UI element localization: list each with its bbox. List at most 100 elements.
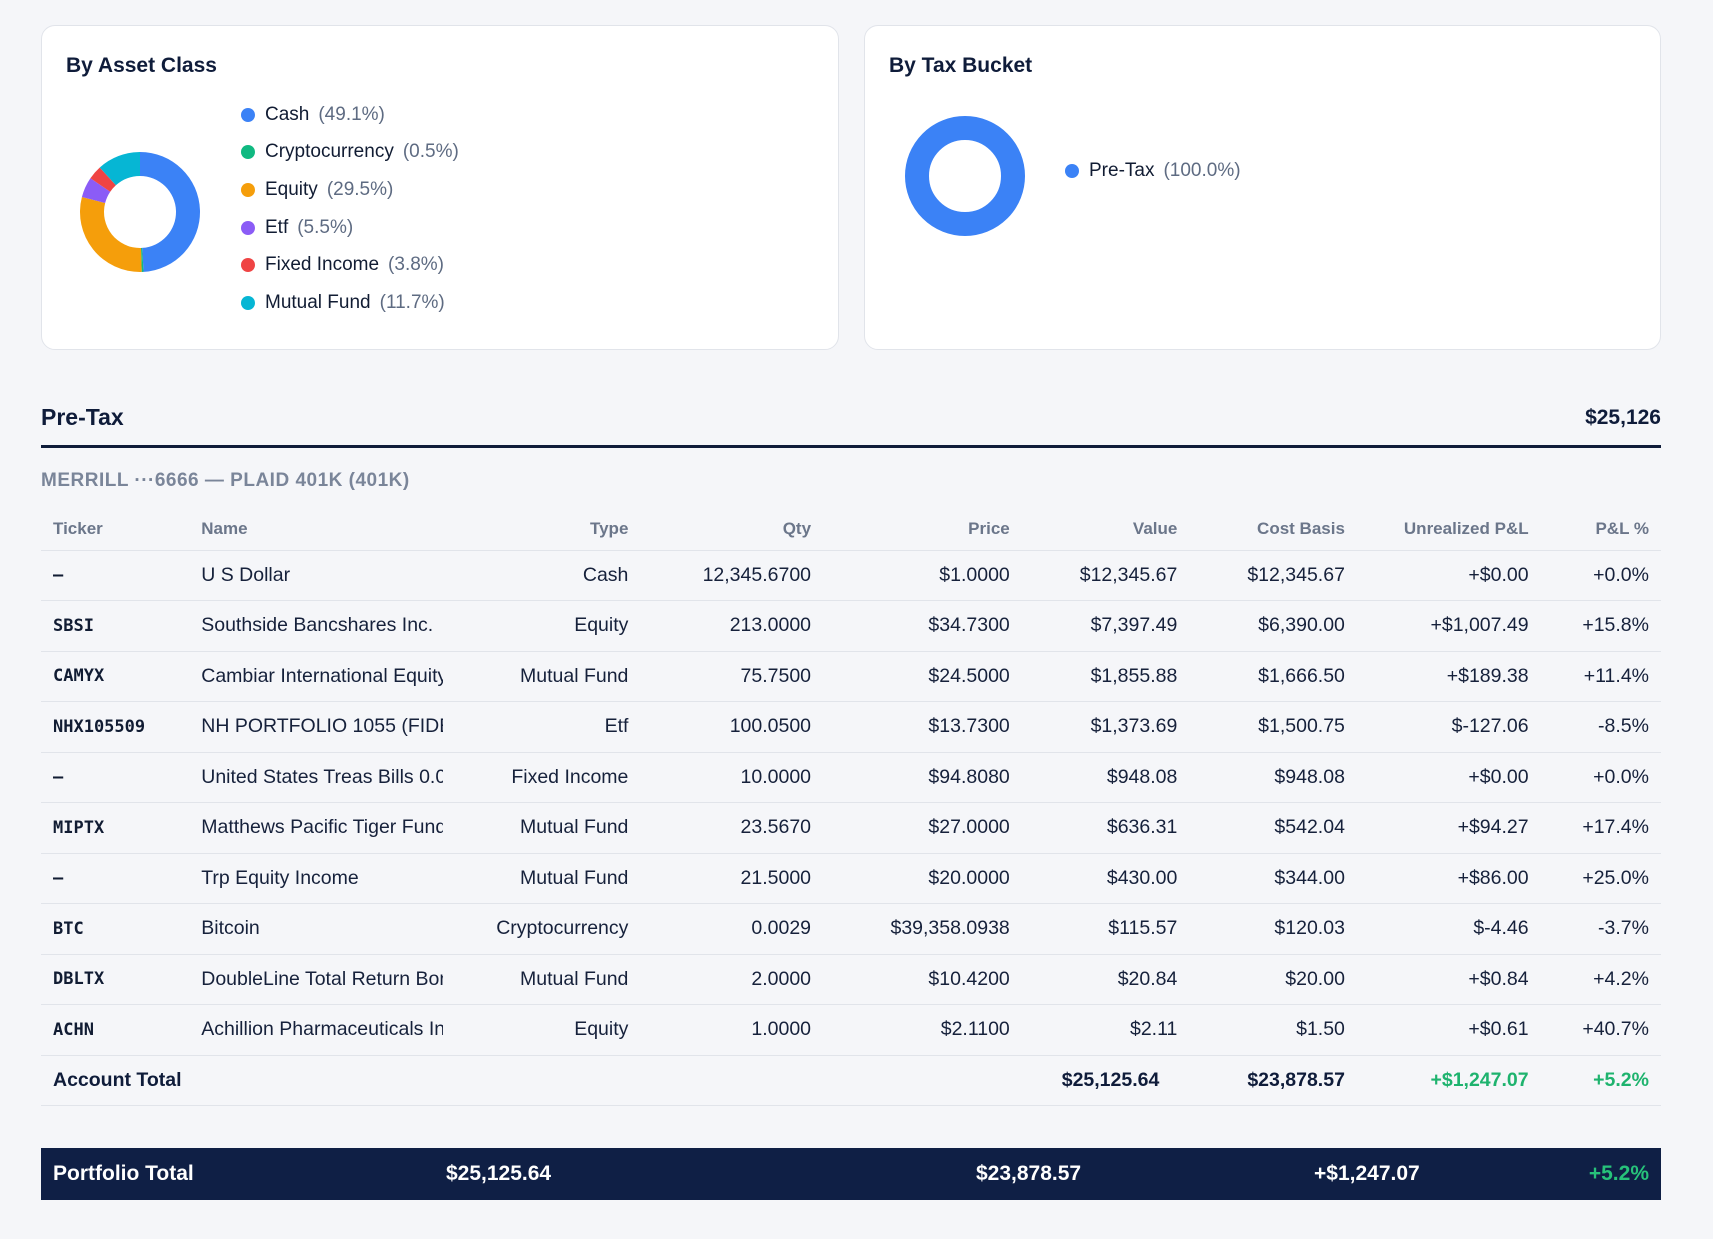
cell-unrealized-pnl: +$1,007.49 bbox=[1356, 600, 1541, 652]
asset-class-donut-chart bbox=[80, 152, 201, 272]
column-header-qty[interactable]: Qty bbox=[640, 508, 824, 551]
cell-ticker: — bbox=[41, 853, 190, 904]
legend-dot-icon bbox=[241, 295, 255, 310]
tax-group-header: Pre-Tax $25,126 bbox=[41, 400, 1661, 448]
column-header-cost-basis[interactable]: Cost Basis bbox=[1189, 508, 1357, 551]
legend-percent: (3.8%) bbox=[388, 254, 445, 276]
asset-class-legend-item: Equity (29.5%) bbox=[241, 171, 459, 209]
table-row[interactable]: — Trp Equity Income Mutual Fund 21.5000 $20.… bbox=[41, 853, 1661, 904]
column-header-name[interactable]: Name bbox=[189, 508, 443, 551]
cell-ticker: DBLTX bbox=[41, 954, 190, 1005]
legend-percent: (11.7%) bbox=[379, 291, 445, 313]
legend-dot-icon bbox=[1065, 163, 1079, 178]
legend-percent: (5.5%) bbox=[297, 216, 354, 238]
cell-value: $948.08 bbox=[1021, 752, 1190, 803]
cell-qty: 23.5670 bbox=[640, 802, 824, 854]
asset-class-legend-item: Cash (49.1%) bbox=[241, 96, 459, 134]
column-header-ticker[interactable]: Ticker bbox=[41, 508, 190, 551]
cell-qty: 0.0029 bbox=[640, 903, 824, 955]
column-header-pnl-pct[interactable]: P&L % bbox=[1540, 508, 1661, 551]
cell-type: Cryptocurrency bbox=[442, 903, 641, 955]
cell-unrealized-pnl: +$0.00 bbox=[1356, 550, 1541, 601]
cell-type: Mutual Fund bbox=[442, 853, 641, 904]
cell-qty: 75.7500 bbox=[640, 651, 824, 702]
legend-percent: (0.5%) bbox=[402, 141, 459, 163]
column-header-type[interactable]: Type bbox=[442, 508, 641, 551]
cell-cost-basis: $120.03 bbox=[1189, 903, 1357, 955]
cell-value: $1,373.69 bbox=[1021, 701, 1190, 753]
cell-qty: 10.0000 bbox=[640, 752, 824, 803]
cell-ticker: CAMYX bbox=[41, 651, 190, 702]
cell-cost-basis: $6,390.00 bbox=[1189, 600, 1357, 652]
column-header-price[interactable]: Price bbox=[823, 508, 1022, 551]
donut-slice bbox=[99, 152, 140, 186]
asset-class-legend-item: Cryptocurrency (0.5%) bbox=[241, 134, 459, 172]
cell-value: $636.31 bbox=[1021, 802, 1190, 854]
cell-type: Equity bbox=[442, 600, 641, 652]
legend-dot-icon bbox=[241, 145, 255, 160]
legend-dot-icon bbox=[241, 258, 255, 273]
cell-price: $10.4200 bbox=[823, 954, 1022, 1005]
table-row[interactable]: — U S Dollar Cash 12,345.6700 $1.0000 $12,345… bbox=[41, 550, 1661, 601]
cell-unrealized-pnl: $-4.46 bbox=[1356, 903, 1541, 955]
cell-type: Mutual Fund bbox=[442, 954, 641, 1005]
column-header-unrealized-pnl[interactable]: Unrealized P&L bbox=[1356, 508, 1541, 551]
tax-bucket-legend: Pre-Tax (100.0%) bbox=[1065, 152, 1241, 190]
cell-pnl-pct: +40.7% bbox=[1540, 1004, 1661, 1056]
cell-name: DoubleLine Total Return Bond F... bbox=[189, 954, 443, 1005]
cell-value: $20.84 bbox=[1021, 954, 1190, 1005]
donut-slice bbox=[80, 197, 142, 272]
table-row[interactable]: —United States Treas Bills 0.000...Fixed… bbox=[41, 752, 1661, 803]
account-total-label: Account Total bbox=[41, 1055, 1022, 1106]
legend-dot-icon bbox=[241, 107, 255, 122]
cell-pnl-pct: +0.0% bbox=[1540, 550, 1661, 601]
cell-price: $27.0000 bbox=[823, 802, 1022, 854]
cell-price: $34.7300 bbox=[823, 600, 1022, 652]
table-row[interactable]: ACHN Achillion Pharmaceuticals Inc. Equity… bbox=[41, 1004, 1661, 1056]
cell-cost-basis: $1,666.50 bbox=[1189, 651, 1357, 702]
legend-label: Fixed Income bbox=[265, 254, 380, 276]
cell-name: Southside Bancshares Inc. bbox=[189, 600, 443, 652]
cell-price: $1.0000 bbox=[823, 550, 1022, 601]
cell-qty: 1.0000 bbox=[640, 1004, 824, 1056]
cell-value: $430.00 bbox=[1021, 853, 1190, 904]
cell-value: $7,397.49 bbox=[1021, 600, 1190, 652]
table-row[interactable]: SBSI Southside Bancshares Inc. Equity 213.0… bbox=[41, 600, 1661, 652]
cell-type: Etf bbox=[442, 701, 641, 753]
cell-cost-basis: $542.04 bbox=[1189, 802, 1357, 854]
asset-class-legend-item: Etf (5.5%) bbox=[241, 209, 459, 247]
cell-qty: 2.0000 bbox=[640, 954, 824, 1005]
cell-type: Cash bbox=[442, 550, 641, 601]
cell-cost-basis: $344.00 bbox=[1189, 853, 1357, 904]
cell-price: $94.8080 bbox=[823, 752, 1022, 803]
account-total-pnl-pct: +5.2% bbox=[1540, 1055, 1661, 1106]
cell-ticker: SBSI bbox=[41, 600, 190, 652]
portfolio-total-label: Portfolio Total bbox=[53, 1162, 194, 1185]
cell-unrealized-pnl: +$0.84 bbox=[1356, 954, 1541, 1005]
cell-unrealized-pnl: +$86.00 bbox=[1356, 853, 1541, 904]
cell-unrealized-pnl: $-127.06 bbox=[1356, 701, 1541, 753]
cell-name: Matthews Pacific Tiger Fund In... bbox=[189, 802, 443, 854]
cell-qty: 100.0500 bbox=[640, 701, 824, 753]
tax-bucket-card: By Tax Bucket Pre-Tax (100.0%) bbox=[864, 25, 1661, 350]
cell-name: Achillion Pharmaceuticals Inc. bbox=[189, 1004, 443, 1056]
cell-ticker: BTC bbox=[41, 903, 190, 955]
cell-unrealized-pnl: +$0.00 bbox=[1356, 752, 1541, 803]
account-total-value: $25,125.64 bbox=[1021, 1055, 1190, 1106]
cell-name: U S Dollar bbox=[189, 550, 443, 601]
cell-pnl-pct: -8.5% bbox=[1540, 701, 1661, 753]
cell-pnl-pct: +11.4% bbox=[1540, 651, 1661, 702]
cell-unrealized-pnl: +$189.38 bbox=[1356, 651, 1541, 702]
account-label: MERRILL ···6666 — PLAID 401K (401K) bbox=[41, 470, 410, 491]
account-total-row: Account Total $25,125.64 $23,878.57 +$1,… bbox=[41, 1055, 1661, 1106]
column-header-value[interactable]: Value bbox=[1021, 508, 1190, 551]
cell-price: $13.7300 bbox=[823, 701, 1022, 753]
asset-class-legend-item: Mutual Fund (11.7%) bbox=[241, 284, 459, 322]
table-row[interactable]: BTC Bitcoin Cryptocurrency 0.0029 $39,358.09… bbox=[41, 903, 1661, 955]
portfolio-total-value: $25,125.64 bbox=[446, 1162, 552, 1185]
cell-pnl-pct: +25.0% bbox=[1540, 853, 1661, 904]
